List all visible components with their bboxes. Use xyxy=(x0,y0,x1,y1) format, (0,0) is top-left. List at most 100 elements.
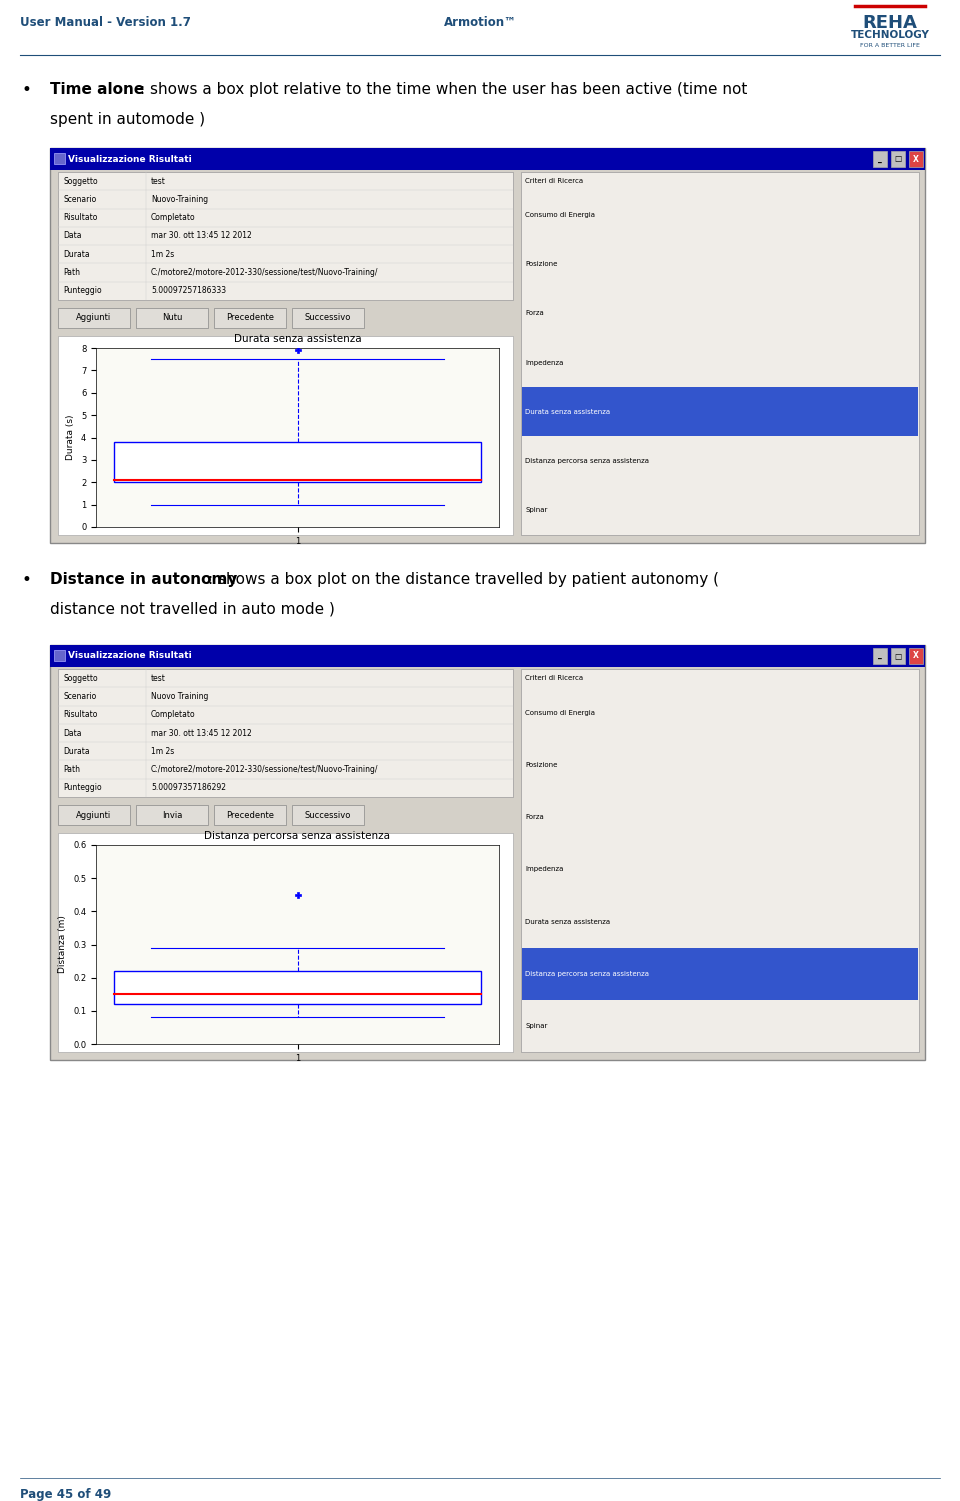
Text: spent in automode ): spent in automode ) xyxy=(50,113,205,128)
Text: REHA: REHA xyxy=(863,14,918,32)
Bar xyxy=(50,645,925,666)
Y-axis label: Distanza (m): Distanza (m) xyxy=(59,916,67,974)
Text: 5.00097357186292: 5.00097357186292 xyxy=(151,784,226,793)
Bar xyxy=(873,648,887,663)
Text: test: test xyxy=(151,674,166,683)
Text: : shows a box plot relative to the time when the user has been active (time not: : shows a box plot relative to the time … xyxy=(140,83,748,98)
Text: Posizione: Posizione xyxy=(525,261,558,267)
Text: Spinar: Spinar xyxy=(525,1022,547,1028)
Bar xyxy=(54,153,65,164)
Text: Successivo: Successivo xyxy=(305,811,351,820)
Text: : shows a box plot on the distance travelled by patient autonomy (: : shows a box plot on the distance trave… xyxy=(208,572,719,587)
Bar xyxy=(136,308,208,329)
Text: Durata senza assistenza: Durata senza assistenza xyxy=(525,408,611,414)
Text: Successivo: Successivo xyxy=(305,314,351,323)
Text: •: • xyxy=(22,570,32,588)
Text: 5.00097257186333: 5.00097257186333 xyxy=(151,287,227,296)
Bar xyxy=(58,308,130,329)
Text: X: X xyxy=(913,155,919,164)
Title: Durata senza assistenza: Durata senza assistenza xyxy=(233,335,361,344)
Text: Distance in autonomy: Distance in autonomy xyxy=(50,572,237,587)
Text: Aggiunti: Aggiunti xyxy=(77,314,111,323)
Text: Data: Data xyxy=(63,231,82,240)
Bar xyxy=(891,648,905,663)
Bar xyxy=(50,149,925,170)
Text: Criteri di Ricerca: Criteri di Ricerca xyxy=(525,675,583,681)
Y-axis label: Durata (s): Durata (s) xyxy=(66,414,75,461)
Text: □: □ xyxy=(895,155,901,164)
Text: Scenario: Scenario xyxy=(63,195,96,204)
Text: X: X xyxy=(913,651,919,660)
Bar xyxy=(58,336,513,534)
Text: 1m 2s: 1m 2s xyxy=(151,747,175,757)
Text: Spinar: Spinar xyxy=(525,507,547,513)
Text: Consumo di Energia: Consumo di Energia xyxy=(525,710,595,716)
Text: Distanza percorsa senza assistenza: Distanza percorsa senza assistenza xyxy=(525,458,649,464)
Text: Durata senza assistenza: Durata senza assistenza xyxy=(525,919,611,925)
Text: Durata: Durata xyxy=(63,747,89,757)
Bar xyxy=(909,152,923,167)
Text: 1m 2s: 1m 2s xyxy=(151,249,175,258)
Text: Completato: Completato xyxy=(151,213,196,222)
Text: C:/motore2/motore-2012-330/sessione/test/Nuovo-Training/: C:/motore2/motore-2012-330/sessione/test… xyxy=(151,766,378,775)
Text: Path: Path xyxy=(63,766,80,775)
Bar xyxy=(891,152,905,167)
Text: •: • xyxy=(22,81,32,99)
Text: FOR A BETTER LIFE: FOR A BETTER LIFE xyxy=(860,44,920,48)
Text: TECHNOLOGY: TECHNOLOGY xyxy=(851,30,929,41)
Text: Completato: Completato xyxy=(151,710,196,719)
Bar xyxy=(214,308,286,329)
Text: test: test xyxy=(151,177,166,186)
Bar xyxy=(136,805,208,826)
Text: Durata: Durata xyxy=(63,249,89,258)
Bar xyxy=(50,149,925,543)
Text: Time alone: Time alone xyxy=(50,83,144,98)
Text: Precedente: Precedente xyxy=(226,314,274,323)
Bar xyxy=(214,805,286,826)
Text: User Manual - Version 1.7: User Manual - Version 1.7 xyxy=(20,15,191,29)
Bar xyxy=(873,152,887,167)
Bar xyxy=(292,805,364,826)
Bar xyxy=(54,650,65,660)
Text: Nutu: Nutu xyxy=(162,314,182,323)
Text: Nuovo-Training: Nuovo-Training xyxy=(151,195,208,204)
Text: Nuovo Training: Nuovo Training xyxy=(151,692,208,701)
Bar xyxy=(522,387,918,437)
Bar xyxy=(58,173,513,300)
Text: Risultato: Risultato xyxy=(63,710,97,719)
Text: Visualizzazione Risultati: Visualizzazione Risultati xyxy=(68,651,192,660)
Bar xyxy=(114,441,481,482)
Bar xyxy=(114,971,481,1004)
Bar xyxy=(50,645,925,1060)
Bar xyxy=(909,648,923,663)
Text: Armotion™: Armotion™ xyxy=(444,15,516,29)
Text: mar 30. ott 13:45 12 2012: mar 30. ott 13:45 12 2012 xyxy=(151,728,252,737)
Text: Distanza percorsa senza assistenza: Distanza percorsa senza assistenza xyxy=(525,971,649,977)
Text: Forza: Forza xyxy=(525,311,543,317)
Text: Punteggio: Punteggio xyxy=(63,287,102,296)
Text: _: _ xyxy=(878,651,882,660)
Bar xyxy=(521,173,919,534)
Text: Invia: Invia xyxy=(162,811,182,820)
Text: Page 45 of 49: Page 45 of 49 xyxy=(20,1487,111,1501)
Bar xyxy=(292,308,364,329)
Text: Visualizzazione Risultati: Visualizzazione Risultati xyxy=(68,155,192,164)
Bar xyxy=(58,833,513,1052)
Text: Aggiunti: Aggiunti xyxy=(77,811,111,820)
Text: mar 30. ott 13:45 12 2012: mar 30. ott 13:45 12 2012 xyxy=(151,231,252,240)
Text: Precedente: Precedente xyxy=(226,811,274,820)
Text: Impedenza: Impedenza xyxy=(525,360,564,366)
Bar xyxy=(58,805,130,826)
Text: Soggetto: Soggetto xyxy=(63,177,98,186)
Text: Posizione: Posizione xyxy=(525,763,558,769)
Text: _: _ xyxy=(878,155,882,164)
Text: Consumo di Energia: Consumo di Energia xyxy=(525,212,595,218)
Text: C:/motore2/motore-2012-330/sessione/test/Nuovo-Training/: C:/motore2/motore-2012-330/sessione/test… xyxy=(151,269,378,278)
Text: Criteri di Ricerca: Criteri di Ricerca xyxy=(525,179,583,185)
Text: Impedenza: Impedenza xyxy=(525,866,564,872)
Text: Risultato: Risultato xyxy=(63,213,97,222)
Text: Punteggio: Punteggio xyxy=(63,784,102,793)
Text: Data: Data xyxy=(63,728,82,737)
Text: Forza: Forza xyxy=(525,815,543,821)
Title: Distanza percorsa senza assistenza: Distanza percorsa senza assistenza xyxy=(204,832,391,842)
